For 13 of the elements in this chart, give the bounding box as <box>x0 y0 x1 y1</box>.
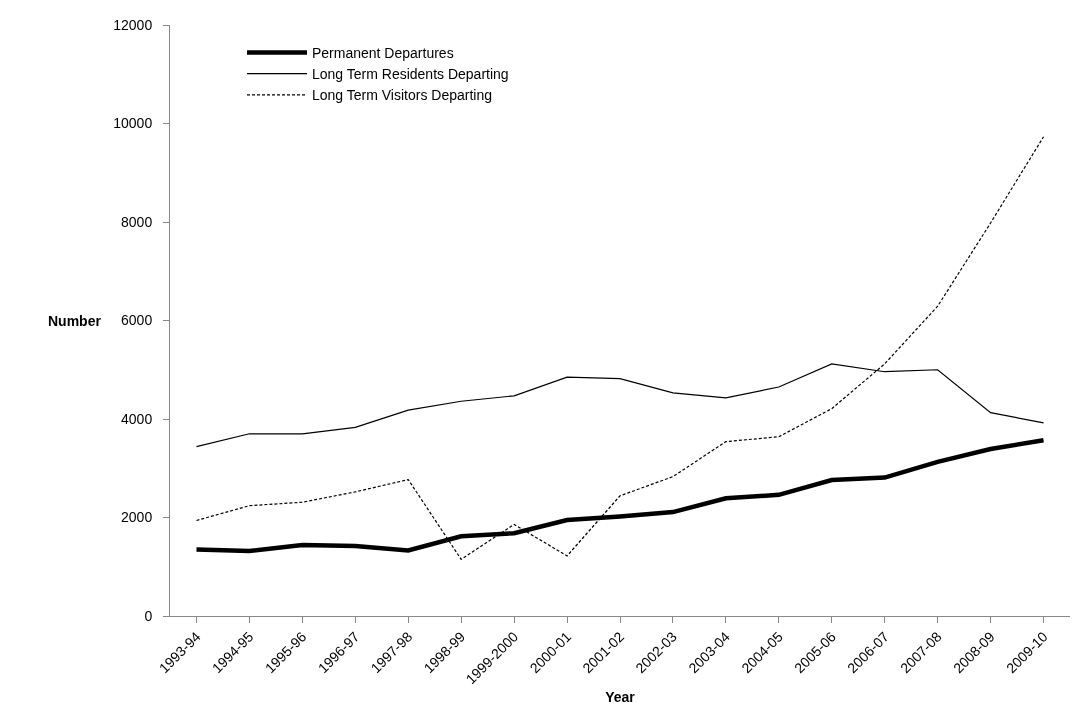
legend-label: Permanent Departures <box>312 44 454 61</box>
y-tick-label: 0 <box>144 607 153 624</box>
y-tick-label: 12000 <box>113 16 153 33</box>
legend-label: Long Term Visitors Departing <box>312 87 493 104</box>
legend-label: Long Term Residents Departing <box>312 66 509 83</box>
y-tick-label: 6000 <box>121 312 153 329</box>
y-tick-label: 8000 <box>121 213 153 230</box>
y-tick-label: 2000 <box>121 509 153 526</box>
line-series <box>195 136 1045 560</box>
x-axis-title: Year <box>605 688 636 705</box>
y-tick-label: 4000 <box>121 410 153 427</box>
y-tick-label: 10000 <box>113 115 153 132</box>
y-axis-title: Number <box>48 313 102 329</box>
